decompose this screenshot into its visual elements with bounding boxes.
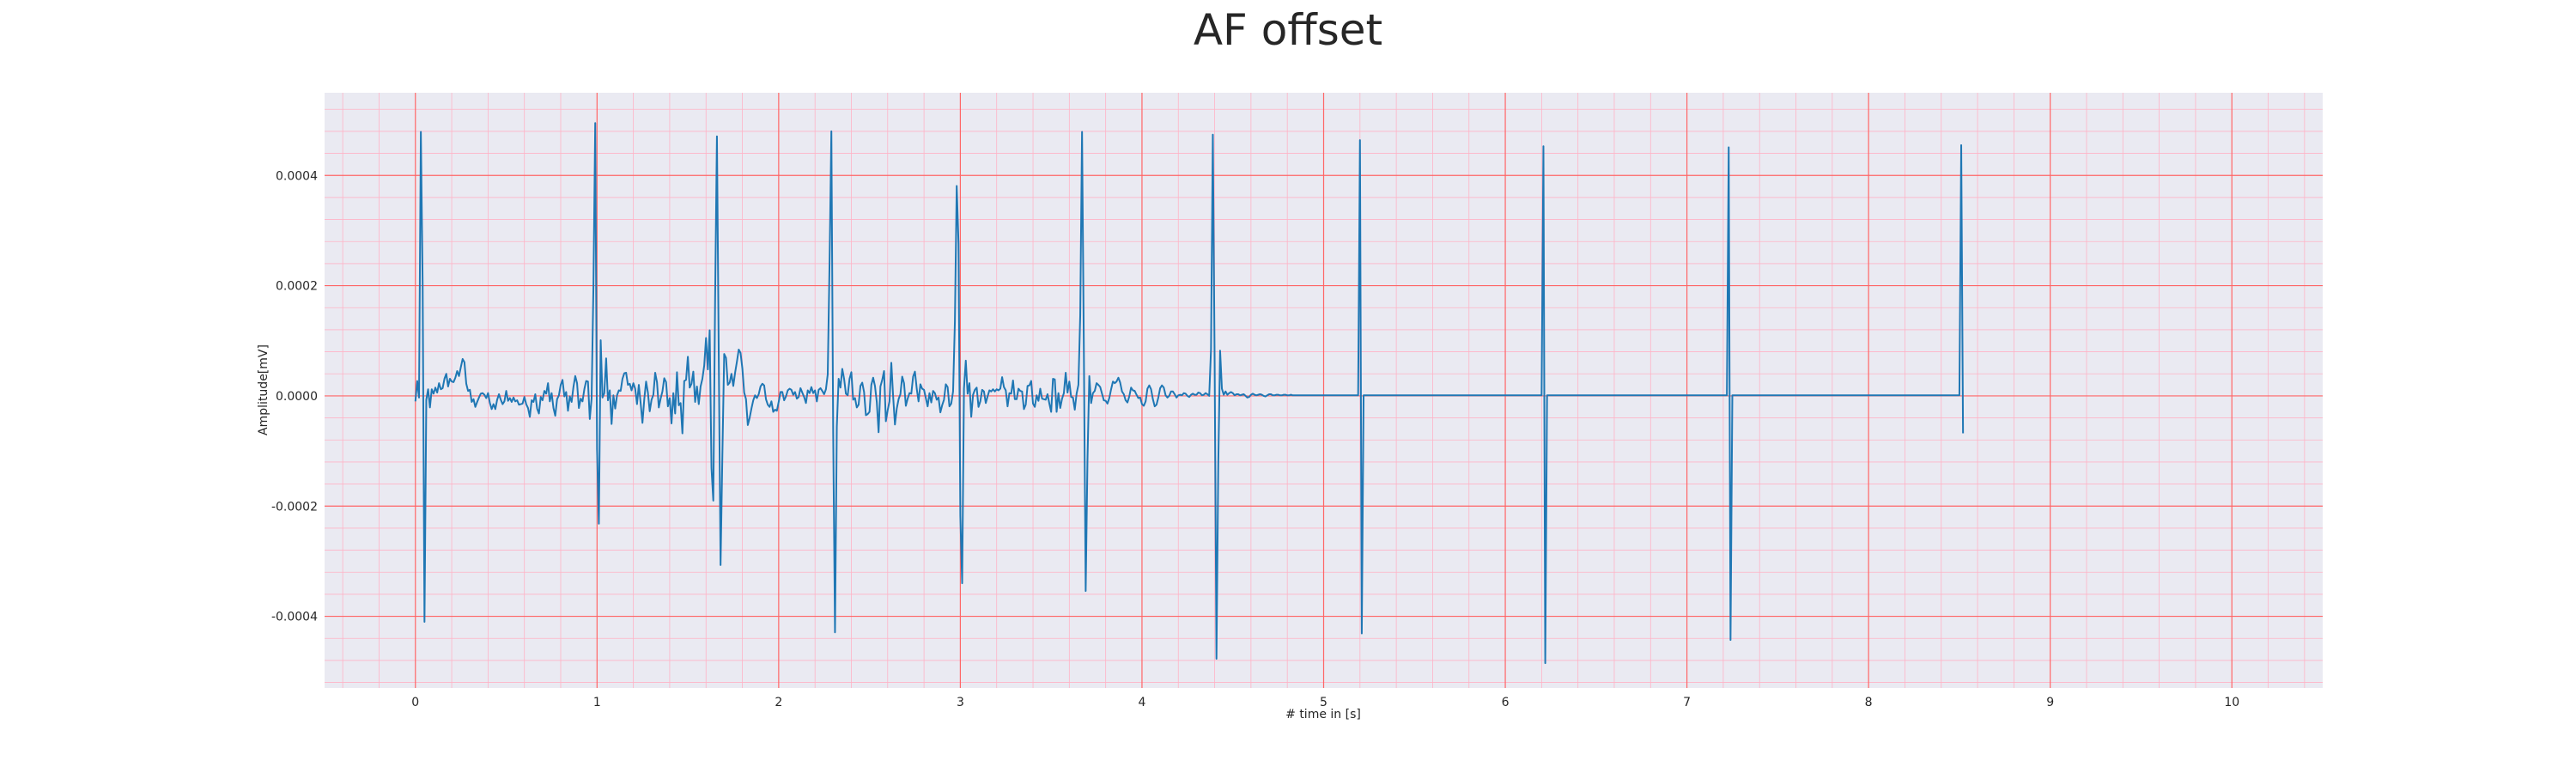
- y-tick-label: 0.0002: [276, 280, 318, 294]
- x-axis-ticks: 0 1 2 3 4 5 6 7 8 9 10: [411, 696, 2239, 709]
- x-tick-label: 7: [1683, 696, 1691, 709]
- y-axis-label: Amplitude[mV]: [257, 344, 270, 435]
- y-tick-label: -0.0002: [271, 500, 318, 514]
- y-tick-label: 0.0000: [276, 390, 318, 404]
- x-axis-label: # time in [s]: [1285, 708, 1361, 721]
- major-grid: [325, 93, 2323, 688]
- x-tick-label: 9: [2046, 696, 2054, 709]
- x-tick-label: 6: [1502, 696, 1510, 709]
- x-tick-label: 4: [1138, 696, 1145, 709]
- x-tick-label: 2: [775, 696, 782, 709]
- x-tick-label: 0: [411, 696, 419, 709]
- x-tick-label: 10: [2224, 696, 2239, 709]
- chart-title: AF offset: [1194, 5, 1382, 55]
- y-axis-ticks: -0.0004 -0.0002 0.0000 0.0002 0.0004: [271, 169, 318, 624]
- x-tick-label: 3: [957, 696, 964, 709]
- x-tick-label: 1: [593, 696, 601, 709]
- y-tick-label: 0.0004: [276, 169, 318, 183]
- y-tick-label: -0.0004: [271, 611, 318, 624]
- x-tick-label: 5: [1320, 696, 1327, 709]
- series-line: [414, 122, 1965, 665]
- x-tick-label: 8: [1865, 696, 1873, 709]
